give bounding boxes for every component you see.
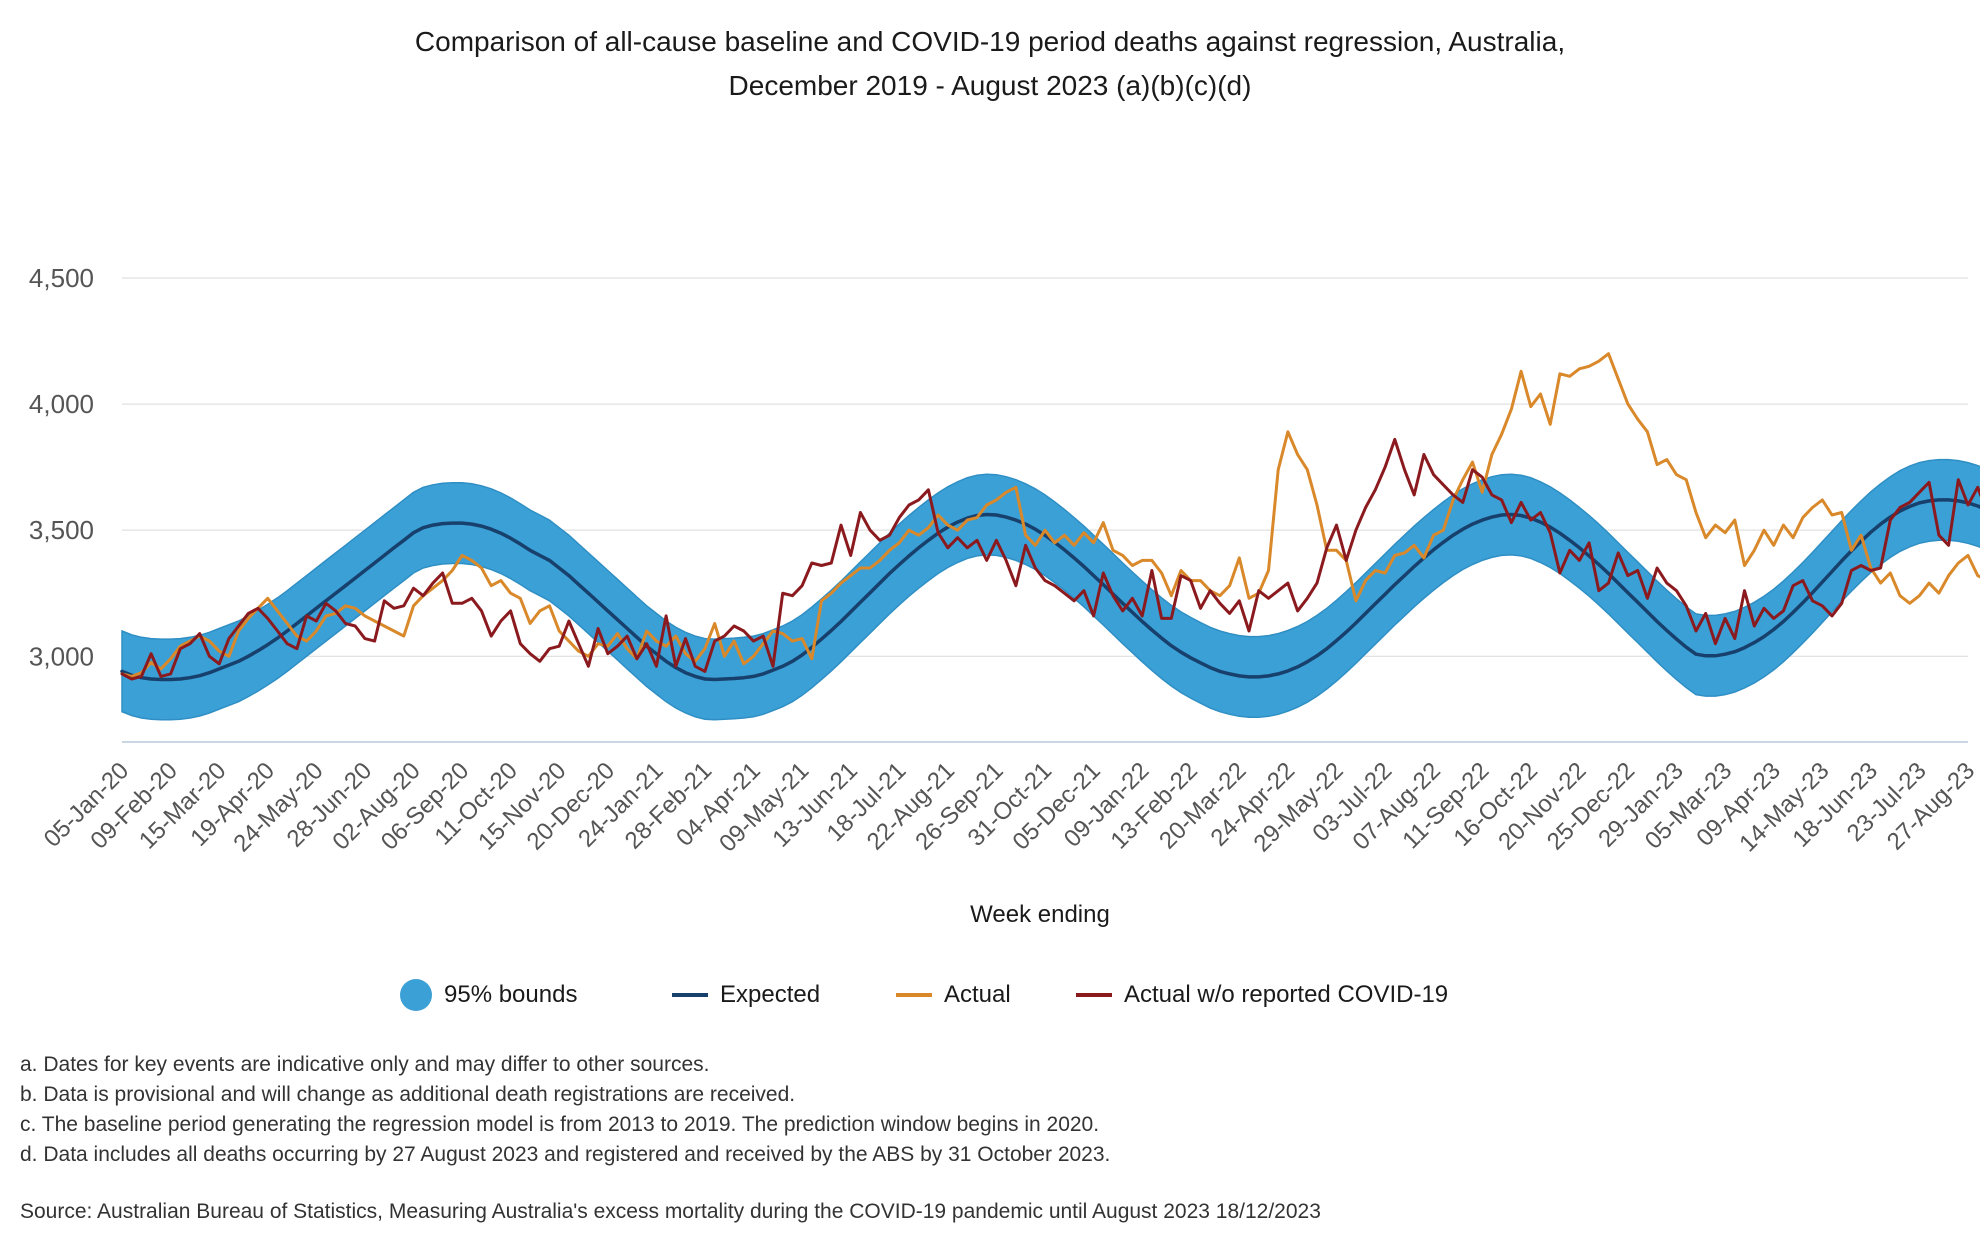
chart-title-line1: Comparison of all-cause baseline and COV… <box>414 26 1566 57</box>
legend-swatch-actual <box>896 993 932 997</box>
legend-swatch-expected <box>672 993 708 997</box>
legend-item-actual-wo: Actual w/o reported COVID-19 <box>1076 975 1448 1015</box>
series-expected-line <box>120 498 1980 682</box>
grid-lines <box>122 277 1968 657</box>
footnotes: a. Dates for key events are indicative o… <box>20 1050 1110 1170</box>
legend-swatch-actual-wo <box>1076 993 1112 997</box>
chart-title-line2: December 2019 - August 2023 (a)(b)(c)(d) <box>728 70 1252 101</box>
y-tick-label: 3,500 <box>29 515 94 545</box>
x-axis-label: Week ending <box>970 901 1110 928</box>
legend-swatch-bounds <box>400 979 432 1011</box>
series-actual-wo-covid-line <box>120 437 1980 681</box>
bounds-band <box>121 458 1980 721</box>
y-tick-label: 3,000 <box>29 641 94 671</box>
source-note: Source: Australian Bureau of Statistics,… <box>20 1200 1321 1223</box>
y-tick-label: 4,500 <box>29 263 94 293</box>
series-actual-line <box>120 352 1980 678</box>
legend-label-actual: Actual <box>944 981 1011 1008</box>
footnote-d: d. Data includes all deaths occurring by… <box>20 1143 1111 1166</box>
footnote-b: b. Data is provisional and will change a… <box>20 1083 796 1106</box>
chart-plot: 3,0003,5004,0004,50005-Jan-2009-Feb-2015… <box>29 263 1980 928</box>
legend-item-expected: Expected <box>672 975 820 1015</box>
legend-label-actual-wo: Actual w/o reported COVID-19 <box>1124 981 1449 1008</box>
y-tick-label: 4,000 <box>29 389 94 419</box>
footnote-c: c. The baseline period generating the re… <box>20 1113 1100 1136</box>
legend-label-expected: Expected <box>720 981 821 1008</box>
legend-item-actual: Actual <box>896 975 1011 1015</box>
series-lines <box>120 352 1980 682</box>
series-bounds-band <box>121 458 1980 721</box>
legend-item-bounds: 95% bounds <box>400 975 577 1015</box>
chart-legend: 95% bounds Expected Actual Actual w/o re… <box>0 975 1980 1015</box>
footnote-a: a. Dates for key events are indicative o… <box>20 1053 710 1076</box>
legend-label-bounds: 95% bounds <box>444 981 578 1008</box>
